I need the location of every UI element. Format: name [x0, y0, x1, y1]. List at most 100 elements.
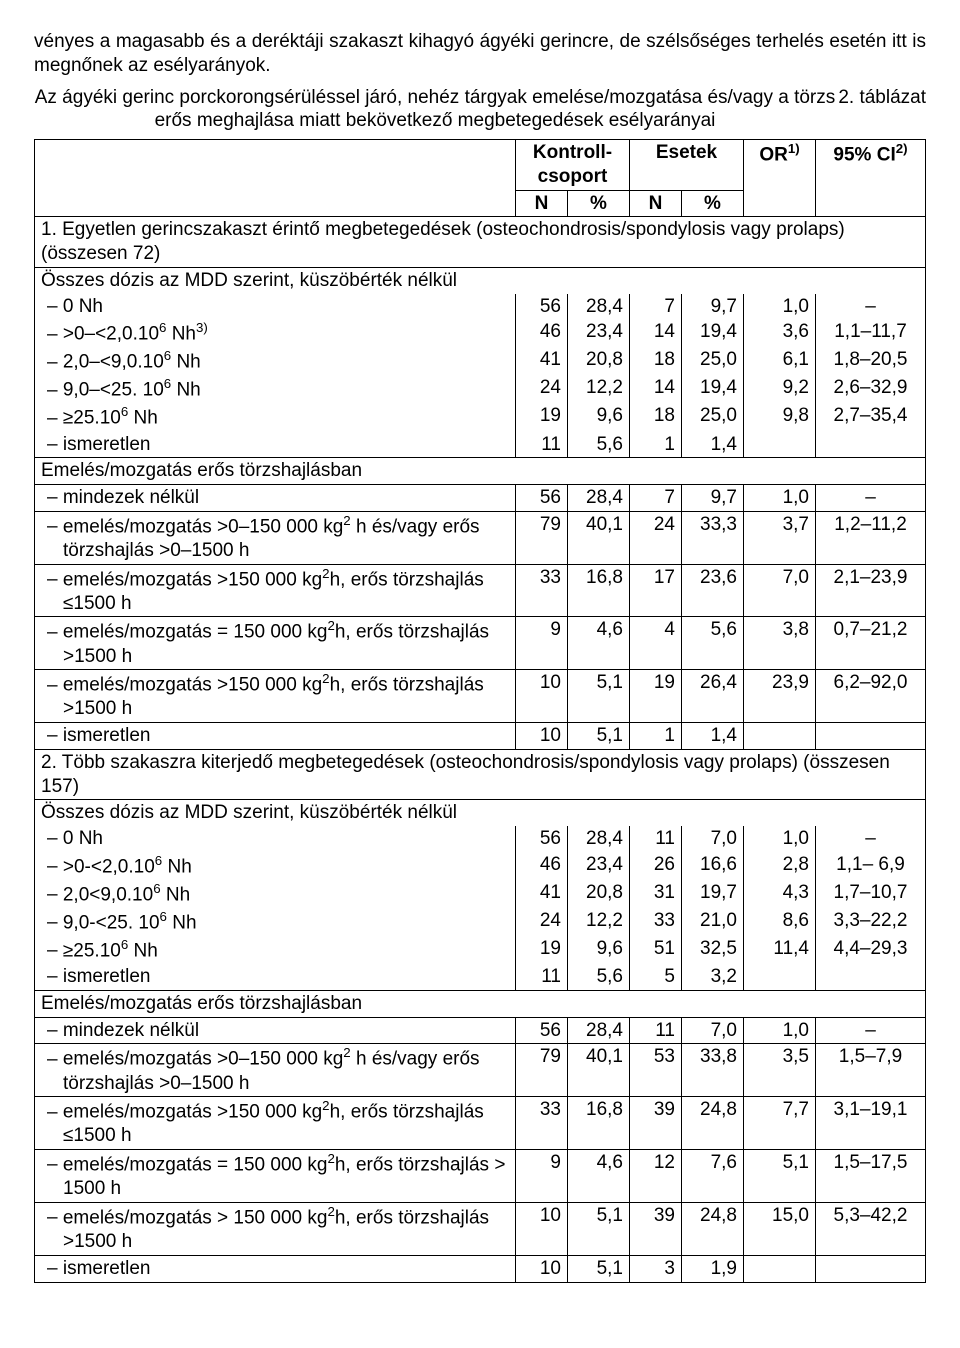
s2b-ep: 24,8 [682, 1097, 744, 1150]
s2a-en: 26 [630, 852, 682, 880]
s1b-label: emelés/mozgatás = 150 000 kg2h, erős tör… [35, 617, 516, 670]
s1a-label: 9,0–<25. 106 Nh [35, 375, 516, 403]
s2b-en: 39 [630, 1202, 682, 1255]
s2a-cn: 46 [516, 852, 568, 880]
s2a-ci: 4,4–29,3 [816, 936, 926, 964]
s2b-or: 3,5 [744, 1044, 816, 1097]
s2a-cp: 28,4 [568, 826, 630, 852]
s2a-or [744, 964, 816, 990]
s1b-cp: 5,1 [568, 670, 630, 723]
s1b-ci: 2,1–23,9 [816, 564, 926, 617]
s2a-cn: 19 [516, 936, 568, 964]
s2b-label: emelés/mozgatás >0–150 000 kg2 h és/vagy… [35, 1044, 516, 1097]
s1a-label: ≥25.106 Nh [35, 403, 516, 431]
s1b-ep: 1,4 [682, 723, 744, 750]
s2a-cp: 5,6 [568, 964, 630, 990]
s2a-label: 2,0<9,0.106 Nh [35, 880, 516, 908]
s2b-en: 3 [630, 1255, 682, 1282]
s1b-cn: 56 [516, 485, 568, 512]
s2a-en: 31 [630, 880, 682, 908]
s2a-label: >0-<2,0.106 Nh [35, 852, 516, 880]
s1a-or: 9,2 [744, 375, 816, 403]
s1a-label: 2,0–<9,0.106 Nh [35, 347, 516, 375]
section1-title: 1. Egyetlen gerincszakaszt érintő megbet… [35, 217, 926, 268]
s1a-en: 18 [630, 347, 682, 375]
s1b-cp: 28,4 [568, 485, 630, 512]
header-or: OR1) [744, 140, 816, 217]
s1a-ci: 2,7–35,4 [816, 403, 926, 431]
s1b-ci: 6,2–92,0 [816, 670, 926, 723]
s2b-ep: 7,6 [682, 1150, 744, 1203]
s1a-cp: 20,8 [568, 347, 630, 375]
table-number: 2. táblázat [838, 86, 926, 110]
s1a-label: >0–<2,0.106 Nh3) [35, 319, 516, 347]
s1a-cn: 24 [516, 375, 568, 403]
s1a-or: 6,1 [744, 347, 816, 375]
s2a-ci [816, 964, 926, 990]
s1b-label: mindezek nélkül [35, 485, 516, 512]
s1a-cp: 28,4 [568, 294, 630, 320]
s1a-label: ismeretlen [35, 432, 516, 458]
s1a-en: 7 [630, 294, 682, 320]
s1b-cp: 40,1 [568, 511, 630, 564]
s1a-en: 1 [630, 432, 682, 458]
s1b-en: 4 [630, 617, 682, 670]
s1a-ci: 1,8–20,5 [816, 347, 926, 375]
s2b-ci: 5,3–42,2 [816, 1202, 926, 1255]
header-ci: 95% CI2) [816, 140, 926, 217]
s2a-or: 2,8 [744, 852, 816, 880]
s2a-cp: 20,8 [568, 880, 630, 908]
s2b-cn: 9 [516, 1150, 568, 1203]
header-control-pct: % [568, 190, 630, 217]
s1a-cn: 56 [516, 294, 568, 320]
s1b-ep: 33,3 [682, 511, 744, 564]
s2b-ep: 24,8 [682, 1202, 744, 1255]
s2a-cp: 9,6 [568, 936, 630, 964]
s1b-cp: 4,6 [568, 617, 630, 670]
s2b-ci: 1,5–7,9 [816, 1044, 926, 1097]
s1b-ep: 5,6 [682, 617, 744, 670]
s2b-cp: 4,6 [568, 1150, 630, 1203]
s2b-en: 39 [630, 1097, 682, 1150]
s1b-or: 3,8 [744, 617, 816, 670]
s1b-label: ismeretlen [35, 723, 516, 750]
header-cases-n: N [630, 190, 682, 217]
s2b-cn: 10 [516, 1255, 568, 1282]
s1a-ep: 19,4 [682, 319, 744, 347]
s2a-or: 11,4 [744, 936, 816, 964]
s2b-cn: 79 [516, 1044, 568, 1097]
s1a-or: 3,6 [744, 319, 816, 347]
intro-paragraph: vényes a magasabb és a deréktáji szakasz… [34, 30, 926, 78]
s2b-ci: – [816, 1017, 926, 1044]
s2a-ep: 3,2 [682, 964, 744, 990]
s2b-cn: 33 [516, 1097, 568, 1150]
s1b-label: emelés/mozgatás >0–150 000 kg2 h és/vagy… [35, 511, 516, 564]
s2b-cp: 16,8 [568, 1097, 630, 1150]
s1b-en: 19 [630, 670, 682, 723]
s2b-label: emelés/mozgatás = 150 000 kg2h, erős tör… [35, 1150, 516, 1203]
s1b-or: 3,7 [744, 511, 816, 564]
s1b-cn: 79 [516, 511, 568, 564]
s2a-ep: 16,6 [682, 852, 744, 880]
s1a-ci: – [816, 294, 926, 320]
s1b-cp: 16,8 [568, 564, 630, 617]
s1b-cn: 33 [516, 564, 568, 617]
section2-dose-header: Összes dózis az MDD szerint, küszöbérték… [35, 800, 926, 826]
s1b-en: 24 [630, 511, 682, 564]
s1a-en: 14 [630, 375, 682, 403]
s1a-cn: 41 [516, 347, 568, 375]
s1a-ep: 1,4 [682, 432, 744, 458]
header-cases: Esetek [630, 140, 744, 191]
header-control: Kontroll-csoport [516, 140, 630, 191]
s1a-cp: 5,6 [568, 432, 630, 458]
section2-lift-header: Emelés/mozgatás erős törzshajlásban [35, 990, 926, 1017]
s1a-or: 1,0 [744, 294, 816, 320]
table-caption: 2. táblázat Az ágyéki gerinc porckorongs… [34, 86, 926, 134]
s2b-ep: 33,8 [682, 1044, 744, 1097]
s2b-cp: 28,4 [568, 1017, 630, 1044]
s1a-cn: 11 [516, 432, 568, 458]
s2b-label: ismeretlen [35, 1255, 516, 1282]
s1b-cp: 5,1 [568, 723, 630, 750]
s2b-or: 5,1 [744, 1150, 816, 1203]
section2-title: 2. Több szakaszra kiterjedő megbetegedés… [35, 749, 926, 800]
